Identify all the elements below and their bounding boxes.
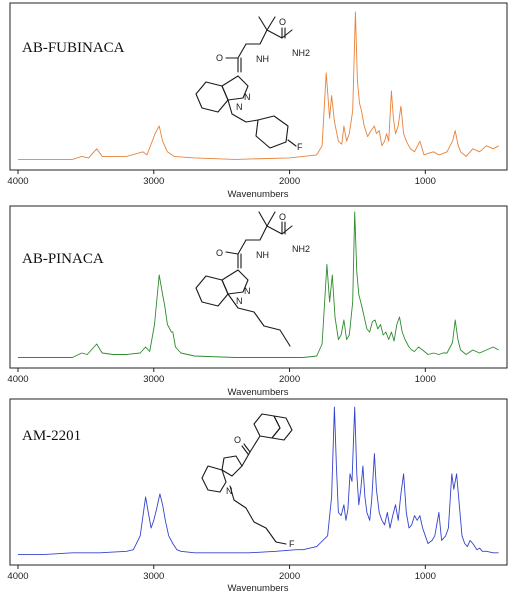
atom-nh2: NH2 [292, 244, 310, 254]
x-tick-label: 1000 [415, 571, 436, 582]
panel-am-2201: AM-2201 O N F 4000 3000 2000 1000 Wavenumbe… [7, 398, 508, 594]
naphthalene-ring [271, 415, 293, 441]
atom-nh: NH [256, 250, 269, 260]
fluorophenyl-ring [255, 115, 289, 149]
x-tick-label: 1000 [415, 374, 436, 385]
chart-title: AM-2201 [22, 428, 81, 444]
atom-nh: NH [256, 54, 269, 64]
chart-title: AB-PINACA [22, 251, 104, 267]
atom-nh2: NH2 [292, 48, 310, 58]
pentyl-chain [227, 293, 291, 347]
bond [287, 139, 297, 147]
plot-frame [9, 2, 508, 171]
atom-o: O [216, 248, 223, 258]
atom-o: O [279, 212, 286, 222]
bond [243, 443, 251, 453]
bond [249, 435, 261, 453]
molecule-am-2201: O N F [201, 413, 295, 549]
x-tick-label: 3000 [143, 176, 164, 187]
plot-frame [9, 398, 508, 566]
atom-f: F [297, 142, 303, 152]
spectrum-line [18, 406, 499, 555]
pyrazole-ring [221, 75, 249, 101]
bond [227, 99, 259, 123]
x-tick-label: 4000 [7, 571, 28, 582]
x-tick-label: 4000 [7, 374, 28, 385]
x-axis: 4000 3000 2000 1000 [7, 565, 436, 582]
pyrazole-ring [221, 269, 249, 295]
atom-n: N [244, 92, 251, 102]
x-tick-label: 3000 [143, 571, 164, 582]
x-tick-label: 3000 [143, 374, 164, 385]
bond [245, 225, 268, 241]
panel-ab-fubinaca: AB-FUBINACA O NH2 NH O N N F 4000 3000 200… [7, 2, 508, 200]
atom-o: O [234, 435, 241, 445]
panel-ab-pinaca: AB-PINACA O NH2 NH O N N 4000 3000 2000 100… [7, 205, 508, 398]
x-tick-label: 2000 [279, 176, 300, 187]
fluoropentyl-chain [229, 485, 287, 545]
x-tick-label: 4000 [7, 176, 28, 187]
atom-o: O [279, 17, 286, 27]
x-axis: 4000 3000 2000 1000 [7, 368, 436, 385]
x-tick-label: 2000 [279, 571, 300, 582]
atom-n: N [236, 296, 243, 306]
atom-n: N [236, 102, 243, 112]
bond [245, 29, 268, 45]
x-axis-label: Wavenumbers [228, 583, 289, 594]
bond [241, 445, 249, 455]
x-tick-label: 1000 [415, 176, 436, 187]
x-axis: 4000 3000 2000 1000 [7, 170, 436, 187]
x-axis-label: Wavenumbers [228, 189, 289, 200]
indole-ring [221, 455, 243, 477]
x-axis-label: Wavenumbers [228, 387, 289, 398]
atom-n: N [226, 486, 233, 496]
chart-title: AB-FUBINACA [22, 40, 125, 56]
atom-o: O [216, 53, 223, 63]
plot-frame [9, 205, 508, 369]
spectrum-line [18, 11, 499, 160]
spectrum-line [18, 211, 499, 358]
molecule-ab-fubinaca: O NH2 NH O N N F [195, 16, 310, 152]
molecule-ab-pinaca: O NH2 NH O N N [195, 211, 310, 347]
bond [241, 451, 251, 467]
benzene-ring [201, 465, 227, 493]
atom-f: F [289, 539, 295, 549]
atom-n: N [244, 286, 251, 296]
x-tick-label: 2000 [279, 374, 300, 385]
